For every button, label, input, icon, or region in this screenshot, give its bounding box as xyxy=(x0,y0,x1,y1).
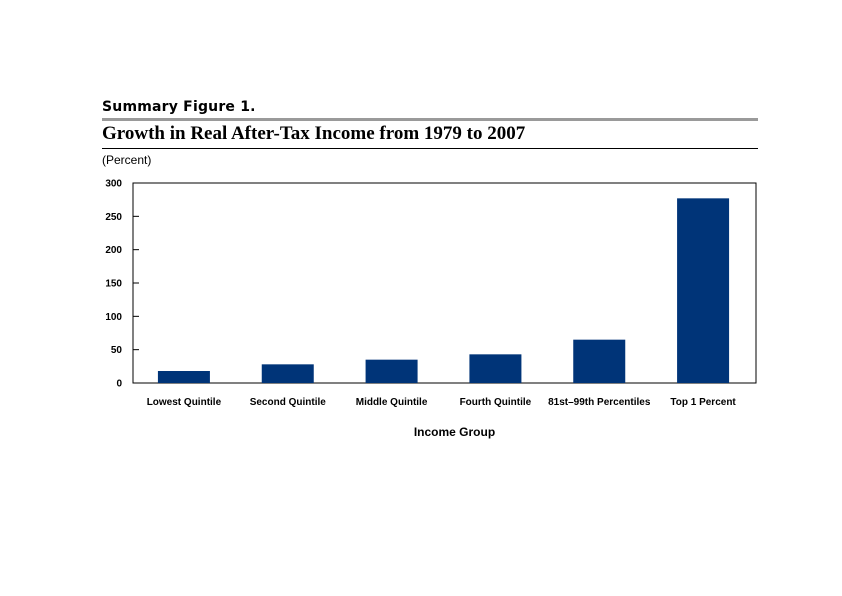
y-tick-label: 100 xyxy=(105,312,122,323)
x-axis-title: Income Group xyxy=(414,425,495,439)
bar-second-quintile xyxy=(261,364,314,383)
x-axis: Lowest Quintile Second Quintile Middle Qui… xyxy=(147,397,737,408)
x-category-label: 81st–99th Percentiles xyxy=(548,397,651,408)
x-category-label: Lowest Quintile xyxy=(147,397,222,408)
bar-middle-quintile xyxy=(365,359,418,383)
y-axis: 0 50 100 150 200 250 300 xyxy=(105,179,139,390)
x-category-label: Second Quintile xyxy=(250,397,327,408)
y-tick-label: 50 xyxy=(111,345,123,356)
x-category-label: Middle Quintile xyxy=(356,397,428,408)
bar-lowest-quintile xyxy=(157,371,210,383)
y-tick-label: 250 xyxy=(105,212,122,223)
y-unit-label: (Percent) xyxy=(102,153,152,167)
x-category-label: Top 1 Percent xyxy=(670,397,736,408)
bar-81st-99th-percentiles xyxy=(573,339,626,383)
y-tick-label: 300 xyxy=(105,179,122,190)
figure-label: Summary Figure 1. xyxy=(102,99,256,115)
plot-frame xyxy=(132,182,757,384)
bar-top-1-percent xyxy=(677,198,730,383)
bar-fourth-quintile xyxy=(469,354,522,383)
y-tick-label: 200 xyxy=(105,245,122,256)
bars-group xyxy=(157,198,730,383)
y-tick-label: 150 xyxy=(105,279,122,290)
chart-title: Growth in Real After-Tax Income from 197… xyxy=(102,123,526,144)
title-top-rule xyxy=(102,118,758,121)
x-category-label: Fourth Quintile xyxy=(460,397,532,408)
y-tick-label: 0 xyxy=(116,379,122,390)
title-bottom-rule xyxy=(102,148,758,149)
